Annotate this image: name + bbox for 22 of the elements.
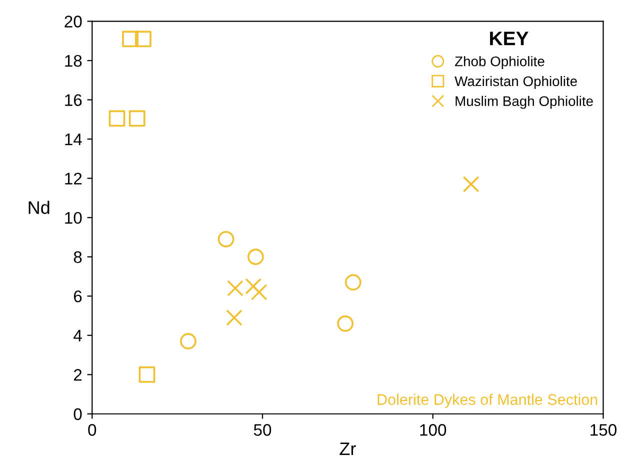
y-tick-label: 4 bbox=[74, 330, 82, 342]
x-tick-label: 100 bbox=[420, 424, 446, 436]
y-tick-label: 6 bbox=[74, 290, 82, 302]
y-tick-label: 18 bbox=[65, 54, 82, 67]
legend-label: Zhob Ophiolite bbox=[455, 56, 544, 70]
y-tick-label: 14 bbox=[65, 134, 82, 146]
legend-label: Muslim Bagh Ophiolite bbox=[456, 96, 593, 109]
y-axis-title: Nd bbox=[28, 200, 50, 214]
legend-title: KEY bbox=[490, 32, 528, 46]
x-axis-title: Zr bbox=[340, 442, 356, 455]
y-tick-label: 20 bbox=[64, 16, 82, 28]
y-tick-label: 0 bbox=[74, 408, 82, 420]
y-tick-label: 12 bbox=[65, 172, 82, 184]
legend-label: Waziristan Ophiolite bbox=[454, 76, 577, 89]
y-tick-label: 2 bbox=[74, 369, 82, 381]
y-tick-label: 8 bbox=[74, 251, 82, 264]
x-tick-label: 50 bbox=[254, 424, 272, 436]
x-tick-label: 150 bbox=[590, 424, 616, 436]
x-tick-label: 0 bbox=[88, 424, 96, 436]
annotation: Dolerite Dykes of Mantle Section bbox=[378, 394, 598, 408]
y-tick-label: 10 bbox=[65, 212, 82, 224]
y-tick-label: 16 bbox=[65, 94, 82, 106]
